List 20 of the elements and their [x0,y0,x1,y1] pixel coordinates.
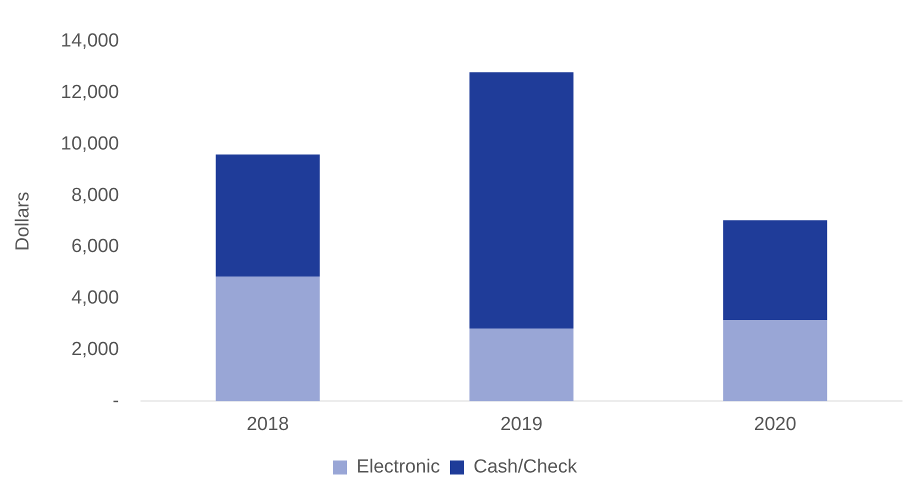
legend-label: Electronic [356,456,440,478]
bar [723,220,828,320]
y-axis-title: Dollars [12,192,34,251]
y-tick-label: 12,000 [60,82,119,104]
y-tick-label: 2,000 [71,339,119,360]
x-tick-label: 2018 [246,414,289,435]
y-tick-label: - [112,390,119,412]
y-tick-label: 10,000 [60,133,119,154]
bar [723,320,828,402]
x-tick-label: 2020 [754,414,796,435]
bar [469,72,574,328]
bar [216,154,320,277]
x-tick-label: 2019 [500,414,543,435]
y-tick-label: 6,000 [71,236,119,258]
legend-label: Cash/Check [473,456,578,478]
bar [469,328,574,402]
y-tick-label: 14,000 [60,30,119,52]
y-tick-label: 8,000 [71,184,119,206]
y-tick-label: 4,000 [71,288,119,309]
bar [216,276,320,402]
